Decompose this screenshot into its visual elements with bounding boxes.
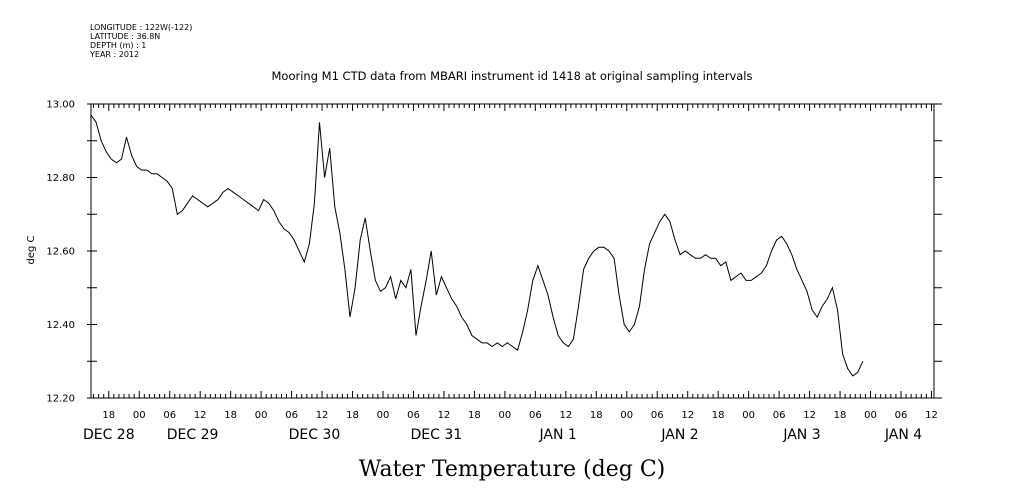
date-label: DEC 28 bbox=[83, 427, 135, 443]
x-tick-label: 06 bbox=[163, 410, 176, 421]
x-tick-label: 12 bbox=[438, 410, 451, 421]
y-tick-label: 12.60 bbox=[46, 247, 75, 258]
x-tick-label: 06 bbox=[651, 410, 664, 421]
x-tick-label: 00 bbox=[133, 410, 146, 421]
metadata-block: LONGITUDE : 122W(-122) LATITUDE : 36.8N … bbox=[89, 23, 192, 59]
date-label: JAN 2 bbox=[660, 427, 698, 443]
x-tick-label: 06 bbox=[895, 410, 908, 421]
x-tick-label: 12 bbox=[681, 410, 694, 421]
x-tick-label: 18 bbox=[224, 410, 237, 421]
tick-marks bbox=[87, 103, 942, 399]
x-tick-label: 18 bbox=[712, 410, 725, 421]
x-tick-label: 18 bbox=[346, 410, 359, 421]
date-label: JAN 1 bbox=[539, 427, 577, 443]
meta-latitude: LATITUDE : 36.8N bbox=[90, 32, 160, 41]
y-tick-labels: 12.20 12.40 12.60 12.80 13.00 bbox=[46, 100, 75, 405]
x-tick-label: 18 bbox=[468, 410, 481, 421]
plot-frame bbox=[90, 103, 935, 399]
date-label: JAN 4 bbox=[884, 427, 922, 443]
meta-depth: DEPTH (m) : 1 bbox=[90, 41, 146, 50]
y-tick-label: 12.20 bbox=[46, 394, 75, 405]
x-tick-labels: 18 00 06 12 18 00 06 12 18 00 06 12 18 00 06 12 18 00 06 12… bbox=[102, 410, 937, 421]
y-axis-label: deg C bbox=[26, 235, 37, 264]
x-tick-label: 06 bbox=[285, 410, 298, 421]
x-tick-label: 00 bbox=[377, 410, 390, 421]
x-tick-label: 18 bbox=[834, 410, 847, 421]
chart-title: Mooring M1 CTD data from MBARI instrumen… bbox=[272, 69, 753, 83]
x-tick-label: 06 bbox=[773, 410, 786, 421]
meta-year: YEAR : 2012 bbox=[89, 50, 139, 59]
x-axis-title: Water Temperature (deg C) bbox=[359, 457, 666, 482]
date-label: DEC 29 bbox=[167, 427, 219, 443]
x-tick-label: 12 bbox=[559, 410, 572, 421]
x-tick-label: 06 bbox=[407, 410, 420, 421]
water-temperature-line bbox=[90, 114, 864, 377]
x-tick-label: 06 bbox=[529, 410, 542, 421]
date-labels: DEC 28 DEC 29 DEC 30 DEC 31 JAN 1 JAN 2 JAN 3 J… bbox=[83, 427, 922, 443]
x-tick-label: 00 bbox=[864, 410, 877, 421]
y-tick-label: 12.40 bbox=[46, 320, 75, 331]
y-tick-label: 12.80 bbox=[46, 173, 75, 184]
date-label: JAN 3 bbox=[782, 427, 820, 443]
x-tick-label: 12 bbox=[803, 410, 816, 421]
x-tick-label: 00 bbox=[499, 410, 512, 421]
x-tick-label: 18 bbox=[102, 410, 115, 421]
meta-longitude: LONGITUDE : 122W(-122) bbox=[90, 23, 192, 32]
x-tick-label: 00 bbox=[620, 410, 633, 421]
y-tick-label: 13.00 bbox=[46, 100, 75, 111]
x-tick-label: 12 bbox=[194, 410, 207, 421]
x-tick-label: 18 bbox=[590, 410, 603, 421]
x-tick-label: 00 bbox=[255, 410, 268, 421]
x-tick-label: 12 bbox=[925, 410, 938, 421]
x-tick-label: 00 bbox=[742, 410, 755, 421]
x-tick-label: 12 bbox=[316, 410, 329, 421]
date-label: DEC 30 bbox=[289, 427, 341, 443]
date-label: DEC 31 bbox=[410, 427, 462, 443]
